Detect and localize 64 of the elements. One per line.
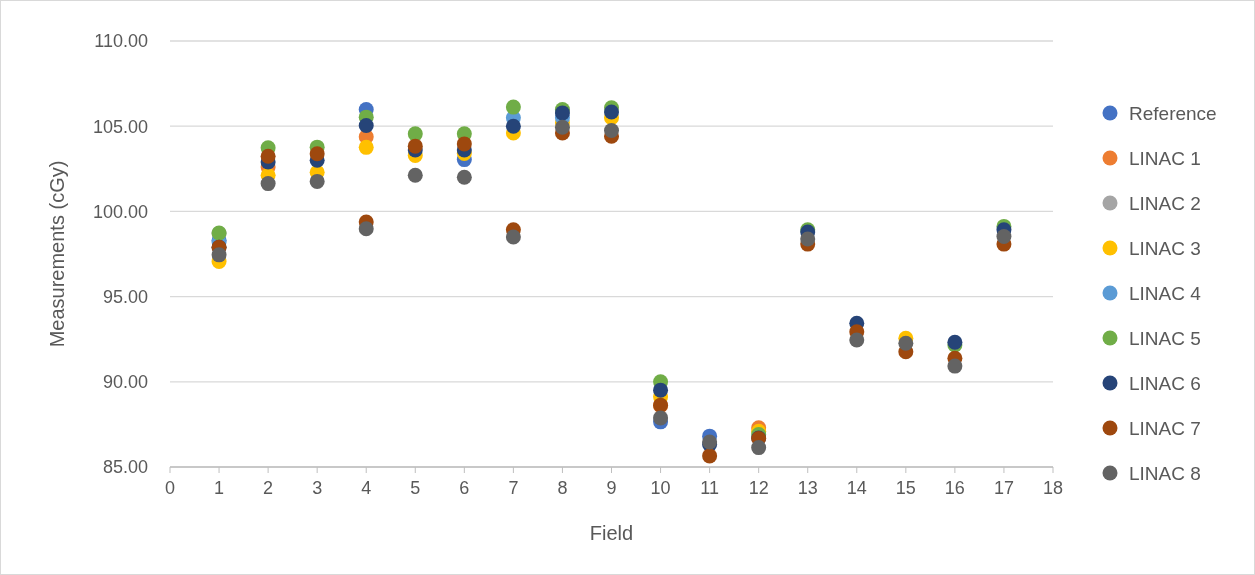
x-tick-label: 2: [263, 478, 274, 498]
x-tick-label: 11: [700, 478, 719, 498]
y-tick-label: 105.00: [92, 116, 148, 137]
point: [407, 138, 423, 154]
x-tick-label: 5: [410, 478, 421, 498]
legend-label: LINAC 8: [1129, 462, 1201, 484]
x-tick-label: 7: [508, 478, 519, 498]
legend-label: LINAC 7: [1129, 417, 1201, 439]
x-tick-label: 16: [944, 478, 965, 498]
point: [996, 228, 1012, 244]
point: [211, 247, 227, 263]
point: [702, 448, 718, 464]
point: [800, 231, 816, 247]
point: [309, 173, 325, 189]
point: [407, 167, 423, 183]
point: [358, 221, 374, 237]
point: [554, 119, 570, 135]
point: [751, 440, 767, 456]
x-tick-label: 1: [214, 478, 225, 498]
point: [505, 118, 521, 134]
y-axis-title: Measurements (cGy): [46, 160, 68, 348]
legend-label: LINAC 6: [1129, 372, 1201, 394]
x-tick-label: 3: [312, 478, 323, 498]
legend-label: LINAC 3: [1129, 237, 1201, 259]
point: [653, 410, 669, 426]
point: [849, 332, 865, 348]
point: [260, 148, 276, 164]
point: [604, 104, 619, 120]
x-tick-label: 8: [557, 478, 568, 498]
legend-label: LINAC 1: [1129, 147, 1201, 169]
point: [505, 229, 521, 245]
x-tick-label: 13: [797, 478, 818, 498]
y-tick-label: 110.00: [94, 31, 148, 52]
x-tick-label: 4: [361, 478, 372, 498]
x-tick-label: 12: [748, 478, 769, 498]
x-tick-label: 18: [1042, 478, 1064, 498]
legend-label: LINAC 2: [1129, 192, 1201, 214]
point: [358, 139, 374, 155]
point: [456, 136, 472, 152]
y-tick-label: 85.00: [102, 457, 148, 478]
point: [604, 122, 619, 138]
x-tick-label: 6: [459, 478, 470, 498]
y-tick-label: 95.00: [102, 286, 148, 307]
legend-label: Reference: [1129, 102, 1217, 124]
point: [554, 105, 570, 121]
y-tick-label: 90.00: [102, 372, 148, 393]
x-tick-label: 17: [993, 478, 1014, 498]
point: [653, 382, 669, 398]
legend-label: LINAC 5: [1129, 327, 1201, 349]
point: [309, 146, 325, 162]
point: [456, 169, 472, 185]
x-axis-title: Field: [589, 522, 634, 544]
point: [260, 176, 276, 192]
y-tick-label: 100.00: [92, 201, 148, 222]
x-tick-label: 14: [846, 478, 867, 498]
point: [505, 99, 521, 115]
point: [947, 358, 963, 374]
x-tick-label: 15: [895, 478, 916, 498]
point: [898, 335, 914, 351]
point: [358, 118, 374, 134]
legend-label: LINAC 4: [1129, 282, 1202, 304]
x-tick-label: 0: [164, 478, 176, 498]
x-tick-label: 9: [606, 478, 617, 498]
x-tick-label: 10: [650, 478, 671, 498]
